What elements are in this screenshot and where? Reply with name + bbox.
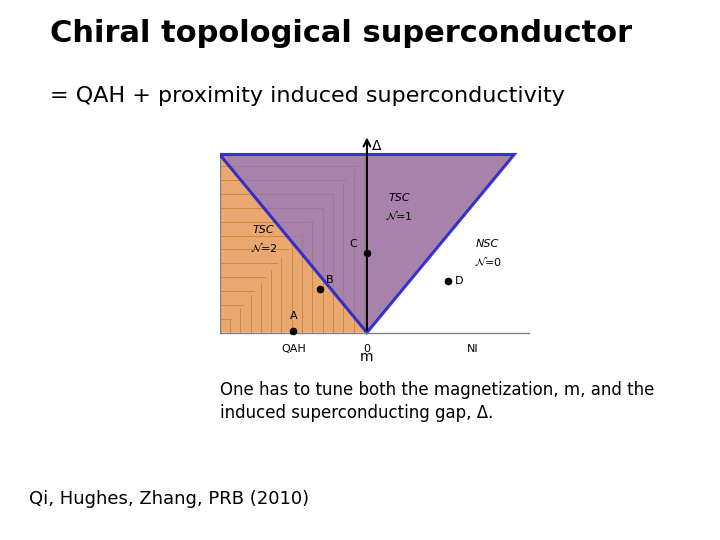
Text: QAH: QAH (281, 343, 306, 354)
Text: C: C (349, 239, 356, 249)
Text: $\Delta$: $\Delta$ (372, 139, 383, 153)
Polygon shape (220, 154, 367, 333)
Text: $\mathcal{N}$=0: $\mathcal{N}$=0 (474, 255, 502, 268)
Point (287, 326, 299, 335)
Text: = QAH + proximity induced superconductivity: = QAH + proximity induced superconductiv… (50, 86, 565, 106)
Text: TSC: TSC (389, 193, 410, 203)
Text: D: D (455, 276, 464, 286)
Text: Chiral topological superconductor: Chiral topological superconductor (50, 19, 633, 48)
Text: induced superconducting gap, Δ.: induced superconducting gap, Δ. (220, 404, 493, 422)
Text: NI: NI (467, 343, 479, 354)
Polygon shape (220, 154, 514, 333)
Text: Qi, Hughes, Zhang, PRB (2010): Qi, Hughes, Zhang, PRB (2010) (29, 490, 309, 508)
Point (361, 249, 373, 258)
Text: NSC: NSC (476, 239, 500, 248)
Text: A: A (289, 310, 297, 321)
Text: TSC: TSC (253, 225, 274, 235)
Text: m: m (360, 350, 374, 365)
Text: $\mathcal{N}$=1: $\mathcal{N}$=1 (385, 210, 413, 222)
Text: One has to tune both the magnetization, m, and the: One has to tune both the magnetization, … (220, 381, 654, 399)
Text: $\mathcal{N}$=2: $\mathcal{N}$=2 (250, 241, 278, 254)
Text: B: B (325, 275, 333, 285)
Text: 0: 0 (364, 343, 371, 354)
Point (442, 277, 454, 286)
Point (314, 285, 325, 293)
